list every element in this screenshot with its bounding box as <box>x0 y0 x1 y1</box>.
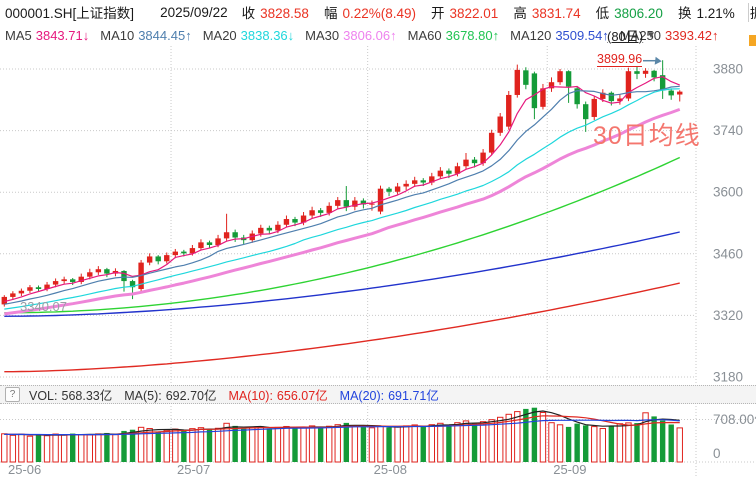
svg-text:25-06: 25-06 <box>8 462 41 477</box>
vol-ma5-value: 692.70亿 <box>165 389 217 403</box>
ma-value-MA120: MA120 3509.54↑ <box>510 27 609 43</box>
help-icon[interactable]: ? <box>5 387 20 402</box>
svg-text:25-08: 25-08 <box>374 462 407 477</box>
svg-text:3320: 3320 <box>713 308 743 323</box>
toolbar-fragment <box>749 35 756 46</box>
ma-values: MA5 3843.71↓ MA10 3844.45↑ MA20 3838.36↓ MA30 3… <box>5 28 730 43</box>
ma-value-MA250: MA250 3393.42↑ <box>619 27 719 43</box>
chevron-down-icon[interactable]: ▼ <box>646 29 657 41</box>
ma-header: MA5 3843.71↓ MA10 3844.45↑ MA20 3838.36↓ MA30 3… <box>0 24 756 46</box>
svg-text:25-07: 25-07 <box>177 462 210 477</box>
ma-value-MA30: MA30 3806.06↑ <box>305 27 397 43</box>
vol-ma20-value: 691.71亿 <box>388 389 439 403</box>
period-selector[interactable]: (80日) ▼ <box>607 24 656 46</box>
ma-value-MA60: MA60 3678.80↑ <box>407 27 500 43</box>
vol-value: 568.33亿 <box>61 389 113 403</box>
svg-text:3460: 3460 <box>713 246 743 261</box>
quote-header: 000001.SH[上证指数] 2025/09/22 收 3828.58 幅 0.22… <box>0 0 756 24</box>
ma-value-MA10: MA10 3844.45↑ <box>100 27 192 43</box>
vol-ma5-group: MA(5): 692.70亿 <box>124 389 217 403</box>
svg-text:3180: 3180 <box>713 370 743 385</box>
ma30-callout: 30日均线 <box>593 122 701 150</box>
symbol-title: 000001.SH[上证指数] <box>5 6 135 21</box>
vol-ma20-group: MA(20): 691.71亿 <box>339 389 439 403</box>
quote-field-振: 振... <box>750 2 756 22</box>
svg-text:25-09: 25-09 <box>553 462 586 477</box>
quote-field-高: 高 3831.74 <box>513 6 581 21</box>
vol-ma10-group: MA(10): 656.07亿 <box>228 389 328 403</box>
low-price-annotation: 3340.07 <box>20 299 67 314</box>
quote-field-幅: 幅 0.22%(8.49) <box>323 6 416 21</box>
svg-text:3600: 3600 <box>713 185 743 200</box>
svg-text:708.00亿: 708.00亿 <box>713 412 756 427</box>
quote-field-低: 低 3806.20 <box>595 6 663 21</box>
svg-text:3880: 3880 <box>713 62 743 77</box>
header-divider <box>748 3 749 22</box>
ma-value-MA20: MA20 3838.36↓ <box>202 27 295 43</box>
quote-field-换: 换 1.21% <box>677 6 735 21</box>
quote-date: 2025/09/22 <box>160 4 228 20</box>
quote-fields: 收 3828.58 幅 0.22%(8.49) 开 3822.01 高 3831.74 低 380… <box>242 2 756 22</box>
quote-field-开: 开 3822.01 <box>431 6 499 21</box>
period-label[interactable]: (80日) <box>607 28 644 44</box>
quote-field-收: 收 3828.58 <box>241 6 309 21</box>
volume-legend: ? VOL: 568.33亿 MA(5): 692.70亿 MA(10): 656.0… <box>0 385 756 404</box>
svg-text:3740: 3740 <box>713 123 743 138</box>
ma-value-MA5: MA5 3843.71↓ <box>5 27 90 43</box>
svg-text:0: 0 <box>713 446 721 461</box>
high-price-annotation: 3899.96 <box>597 52 643 67</box>
vol-ma10-value: 656.07亿 <box>276 389 328 403</box>
vol-value-group: VOL: 568.33亿 <box>29 389 113 403</box>
